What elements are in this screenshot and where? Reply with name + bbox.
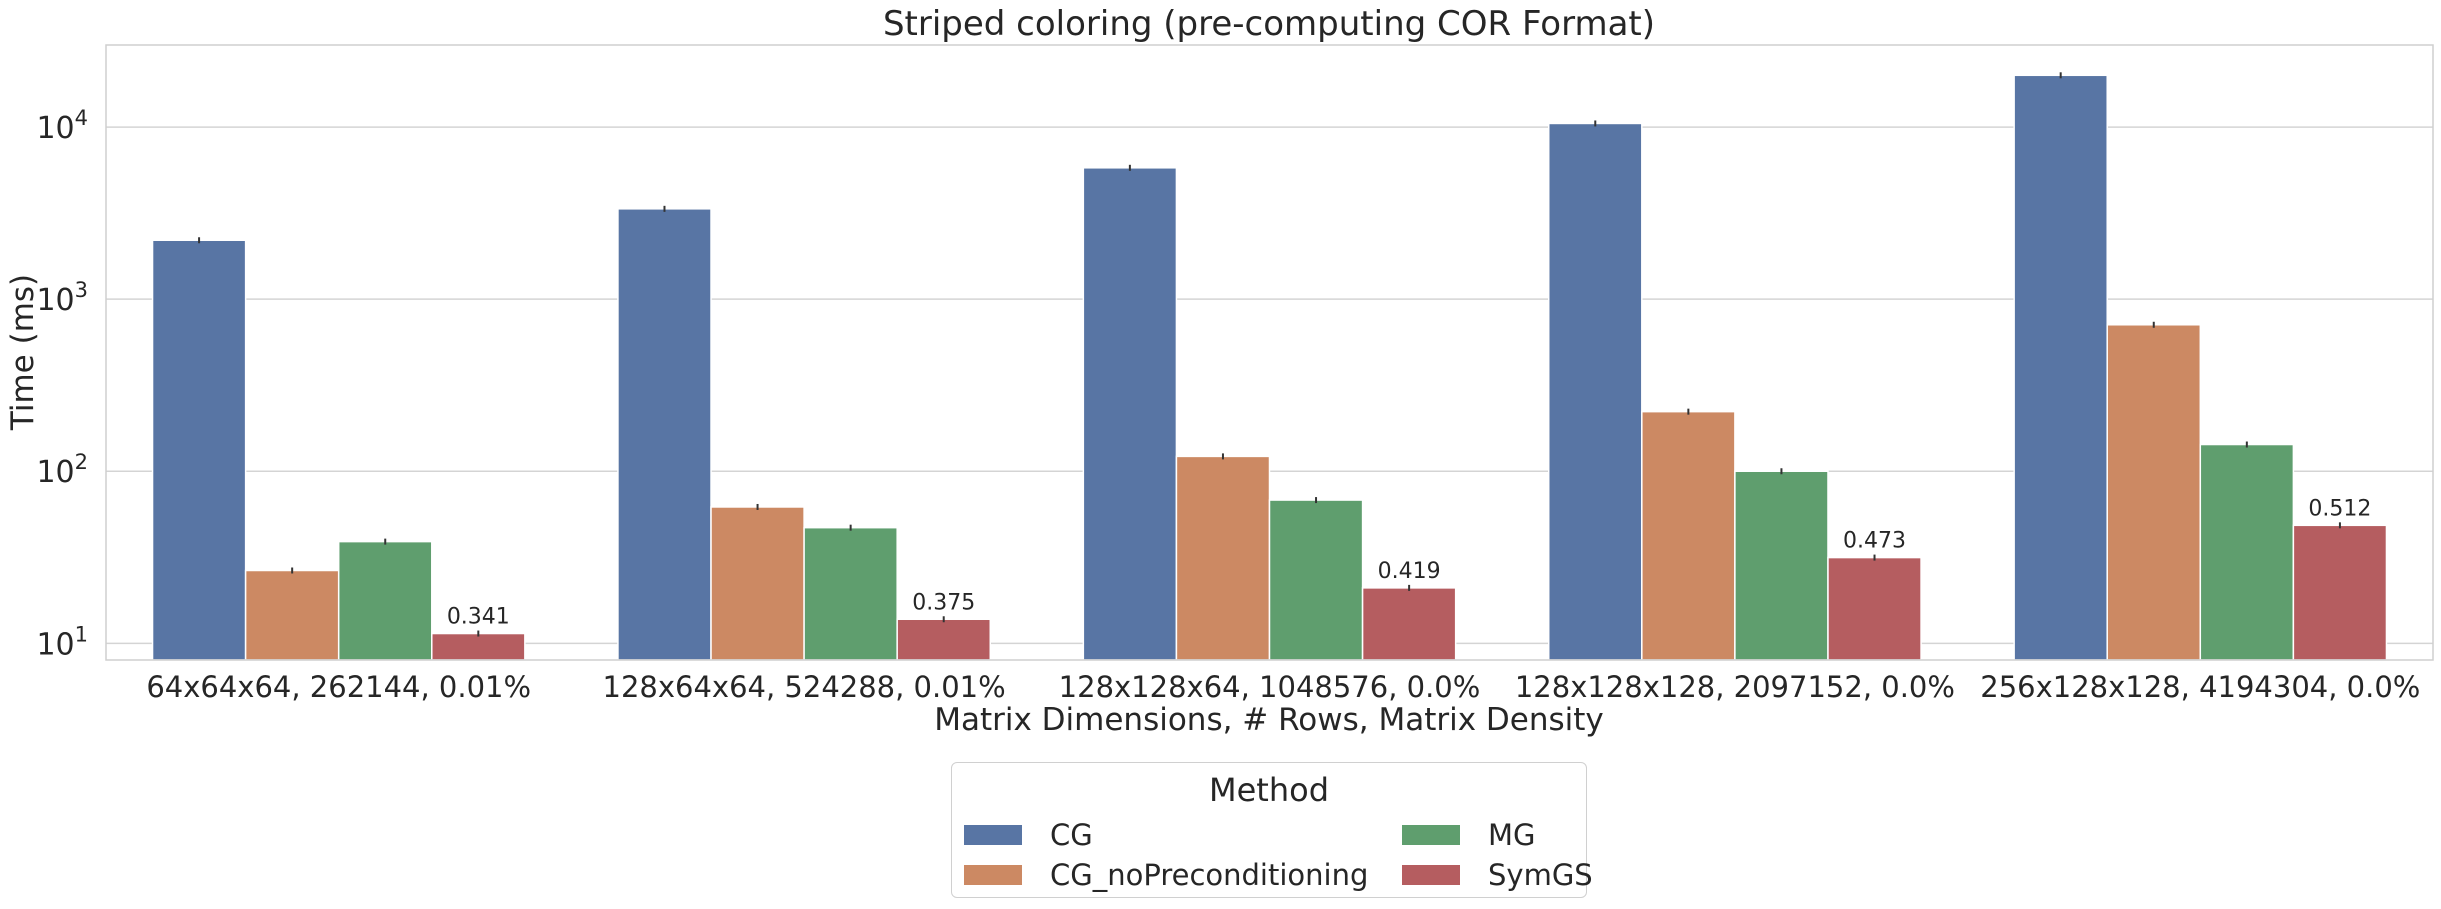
bar-mg bbox=[803, 526, 898, 661]
bar-annotation: 0.375 bbox=[912, 590, 975, 615]
legend-label-cg: CG bbox=[1050, 818, 1093, 852]
bar-cg bbox=[1082, 167, 1178, 661]
x-tick-labels: 64x64x64, 262144, 0.01% 128x64x64, 524288… bbox=[146, 670, 2420, 704]
bar-mg bbox=[1734, 470, 1829, 661]
bar-symgs bbox=[2292, 524, 2388, 661]
bar-cg bbox=[2013, 74, 2108, 661]
bar-annotation: 0.512 bbox=[2308, 496, 2371, 521]
y-tick-label: 103 bbox=[36, 278, 88, 318]
bars bbox=[151, 72, 2388, 661]
legend-swatch-cg-nopreconditioning bbox=[963, 864, 1023, 886]
bar-symgs bbox=[431, 632, 526, 661]
x-tick-label: 256x128x128, 4194304, 0.0% bbox=[1980, 670, 2420, 704]
y-tick-labels: 101 102 103 104 bbox=[36, 106, 88, 662]
bar-cg bbox=[1547, 122, 1643, 661]
legend-item-cg: CG bbox=[963, 818, 1093, 852]
bar-symgs bbox=[1361, 587, 1457, 661]
bar-annotation: 0.473 bbox=[1843, 529, 1906, 554]
y-tick-label: 104 bbox=[36, 106, 88, 146]
legend-label-symgs: SymGS bbox=[1488, 858, 1593, 892]
legend-swatch-cg bbox=[963, 824, 1023, 846]
legend-item-mg: MG bbox=[1401, 818, 1536, 852]
x-tick-label: 128x128x128, 2097152, 0.0% bbox=[1515, 670, 1955, 704]
bar-cg-nopreconditioning bbox=[2106, 324, 2202, 661]
y-axis-label: Time (ms) bbox=[5, 274, 41, 431]
legend-swatch-mg bbox=[1401, 824, 1461, 846]
legend-item-symgs: SymGS bbox=[1401, 858, 1593, 892]
bar-symgs bbox=[1827, 556, 1922, 661]
legend-swatch-symgs bbox=[1401, 864, 1461, 886]
y-tick-label: 101 bbox=[36, 622, 88, 662]
bar-mg bbox=[337, 540, 433, 661]
bar-mg bbox=[2199, 443, 2295, 661]
legend-item-cg-nopreconditioning: CG_noPreconditioning bbox=[963, 858, 1368, 892]
bar-cg-nopreconditioning bbox=[1175, 455, 1271, 661]
bar-annotation: 0.419 bbox=[1378, 559, 1441, 584]
bar-cg-nopreconditioning bbox=[710, 506, 805, 661]
legend-label-mg: MG bbox=[1488, 818, 1536, 852]
legend: Method CG CG_noPreconditioning MG SymGS bbox=[951, 762, 1593, 898]
legend-title: Method bbox=[1208, 771, 1329, 809]
bar-cg bbox=[151, 239, 247, 661]
bar-annotations: 0.341 0.375 0.419 0.473 0.512 bbox=[447, 496, 2372, 629]
x-tick-label: 128x64x64, 524288, 0.01% bbox=[603, 670, 1006, 704]
y-tick-label: 102 bbox=[36, 450, 88, 490]
legend-label-cg-nopreconditioning: CG_noPreconditioning bbox=[1050, 858, 1369, 892]
bar-cg-nopreconditioning bbox=[244, 569, 340, 661]
plot-frame bbox=[105, 44, 2434, 661]
x-axis-label: Matrix Dimensions, # Rows, Matrix Densit… bbox=[934, 702, 1604, 738]
bar-mg bbox=[1268, 499, 1364, 661]
x-tick-label: 64x64x64, 262144, 0.01% bbox=[146, 670, 531, 704]
bar-annotation: 0.341 bbox=[447, 605, 510, 630]
bar-cg-nopreconditioning bbox=[1641, 410, 1736, 661]
chart-title: Striped coloring (pre-computing COR Form… bbox=[883, 4, 1655, 44]
bar-cg bbox=[617, 208, 712, 661]
x-tick-label: 128x128x64, 1048576, 0.0% bbox=[1059, 670, 1481, 704]
bar-symgs bbox=[896, 618, 992, 661]
